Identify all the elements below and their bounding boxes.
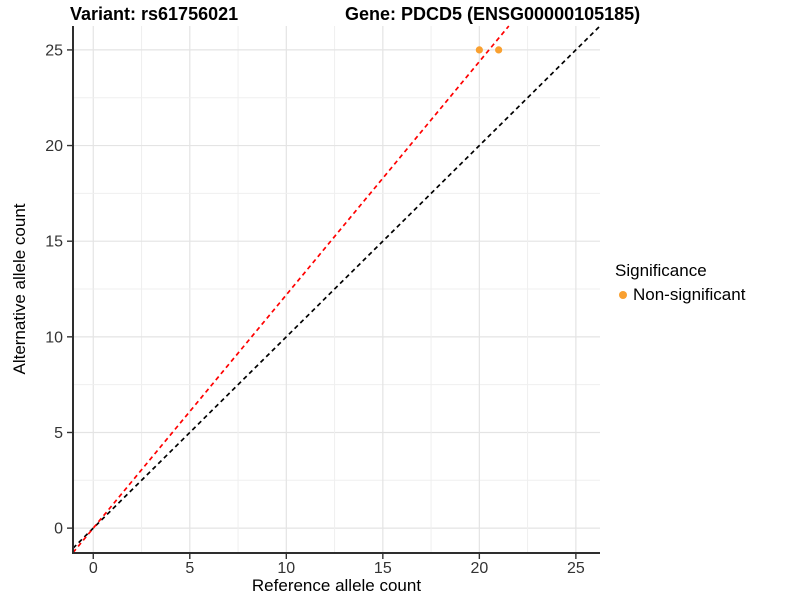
x-tick-label: 10 <box>277 560 295 577</box>
data-point <box>475 46 483 54</box>
legend: Significance Non-significant <box>615 261 745 305</box>
y-tick-label: 15 <box>45 234 63 251</box>
gene-title: Gene: PDCD5 (ENSG00000105185) <box>345 4 641 24</box>
y-tick-label: 25 <box>45 42 63 59</box>
expected-ratio-line <box>72 25 510 554</box>
data-point <box>495 46 503 54</box>
x-axis-title: Reference allele count <box>251 576 422 595</box>
legend-item-label: Non-significant <box>633 285 746 304</box>
y-tick-label: 10 <box>45 329 63 346</box>
x-tick-label: 25 <box>567 560 585 577</box>
variant-title: Variant: rs61756021 <box>70 4 239 24</box>
y-tick-label: 0 <box>54 521 63 538</box>
x-tick-label: 0 <box>89 560 98 577</box>
x-tick-label: 5 <box>185 560 194 577</box>
legend-title: Significance <box>615 261 707 280</box>
y-tick-label: 20 <box>45 138 63 155</box>
legend-item: Non-significant <box>615 285 745 305</box>
legend-point-icon <box>619 291 627 299</box>
x-tick-label: 15 <box>374 560 392 577</box>
y-tick-label: 5 <box>54 425 63 442</box>
x-tick-label: 20 <box>470 560 488 577</box>
y-axis-title: Alternative allele count <box>10 203 29 375</box>
identity-line <box>72 25 601 549</box>
